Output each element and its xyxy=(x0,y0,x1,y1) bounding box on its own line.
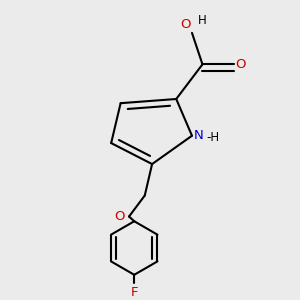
Text: N: N xyxy=(194,129,203,142)
Text: F: F xyxy=(130,286,138,299)
Text: H: H xyxy=(198,14,207,27)
Text: O: O xyxy=(236,58,246,71)
Text: O: O xyxy=(114,210,124,223)
Text: -H: -H xyxy=(206,131,219,144)
Text: O: O xyxy=(180,18,190,31)
